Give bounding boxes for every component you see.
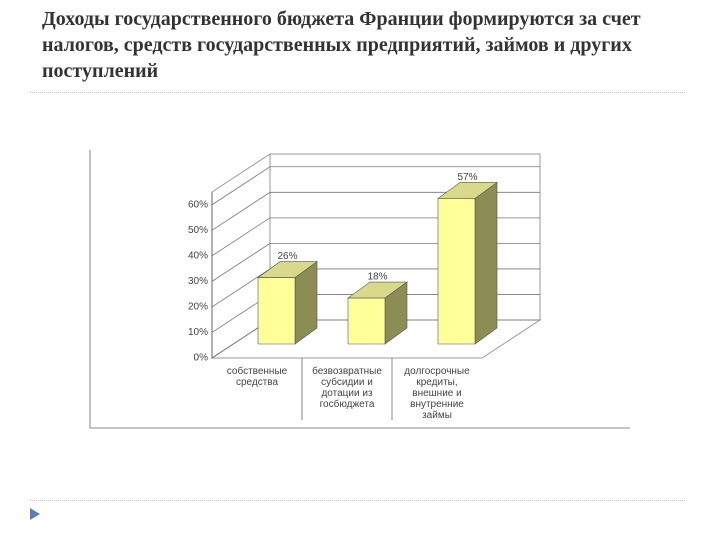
bar bbox=[257, 277, 296, 345]
x-tick-label: долгосрочные кредиты, внешние и внутренн… bbox=[404, 366, 470, 421]
bar bbox=[347, 297, 386, 345]
separator bbox=[30, 92, 685, 93]
y-tick-label: 40% bbox=[188, 250, 208, 261]
y-tick-label: 0% bbox=[194, 353, 209, 364]
bullet bbox=[30, 508, 40, 520]
value-label: 18% bbox=[367, 272, 387, 283]
value-label: 57% bbox=[457, 172, 477, 183]
y-tick-label: 30% bbox=[188, 276, 208, 287]
y-tick-label: 50% bbox=[188, 225, 208, 236]
y-tick-label: 60% bbox=[188, 199, 208, 210]
grid-line bbox=[211, 166, 540, 206]
bar-side bbox=[474, 181, 498, 345]
bar bbox=[437, 198, 476, 345]
value-label: 26% bbox=[277, 251, 297, 262]
separator bbox=[30, 500, 685, 501]
slide-title: Доходы государственного бюджета Франции … bbox=[42, 8, 641, 82]
y-tick-label: 10% bbox=[188, 327, 208, 338]
x-tick-label: собственные средства bbox=[226, 366, 288, 388]
x-tick-label: безвозвратные субсидии и дотации из госб… bbox=[312, 366, 382, 410]
y-tick-label: 20% bbox=[188, 302, 208, 313]
